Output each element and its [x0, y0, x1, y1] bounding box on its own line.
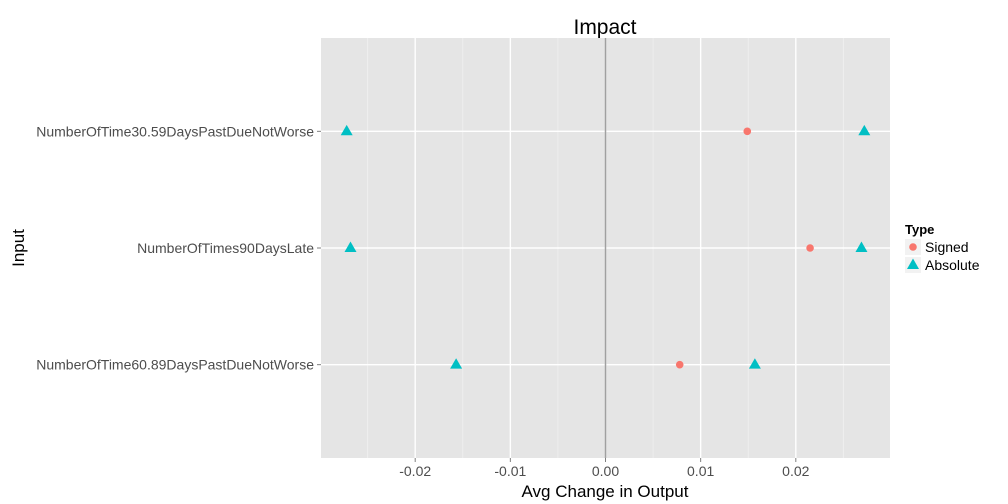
x-tick-label: -0.02 [399, 463, 431, 479]
x-axis-label: Avg Change in Output [522, 482, 689, 501]
legend-title: Type [905, 222, 934, 237]
x-axis-ticks: -0.02 -0.01 0.00 0.01 0.02 [399, 458, 810, 479]
legend: Type Signed Absolute [905, 222, 980, 273]
y-axis-label: Input [9, 229, 28, 267]
absolute-point [340, 124, 353, 136]
absolute-point [855, 241, 868, 252]
legend-signed-marker [909, 243, 917, 251]
y-tick-label: NumberOfTime60.89DaysPastDueNotWorse [36, 357, 314, 373]
x-tick-label: 0.01 [687, 463, 714, 479]
chart-title: Impact [573, 16, 636, 39]
absolute-point [344, 241, 357, 252]
absolute-point [748, 358, 761, 369]
y-axis-ticks: NumberOfTime30.59DaysPastDueNotWorse Numb… [36, 123, 321, 373]
legend-absolute-label: Absolute [925, 257, 980, 273]
y-tick-label: NumberOfTime30.59DaysPastDueNotWorse [36, 123, 314, 139]
signed-point [743, 127, 752, 136]
absolute-point [450, 358, 463, 369]
data-points [340, 124, 871, 369]
x-tick-label: 0.02 [782, 463, 809, 479]
absolute-point [858, 124, 871, 136]
x-tick-label: 0.00 [592, 463, 619, 479]
legend-signed-label: Signed [925, 239, 969, 255]
x-tick-label: -0.01 [494, 463, 526, 479]
legend-absolute-marker [907, 258, 919, 269]
signed-point [675, 360, 684, 369]
signed-point [806, 244, 814, 252]
y-tick-label: NumberOfTimes90DaysLate [137, 240, 314, 256]
